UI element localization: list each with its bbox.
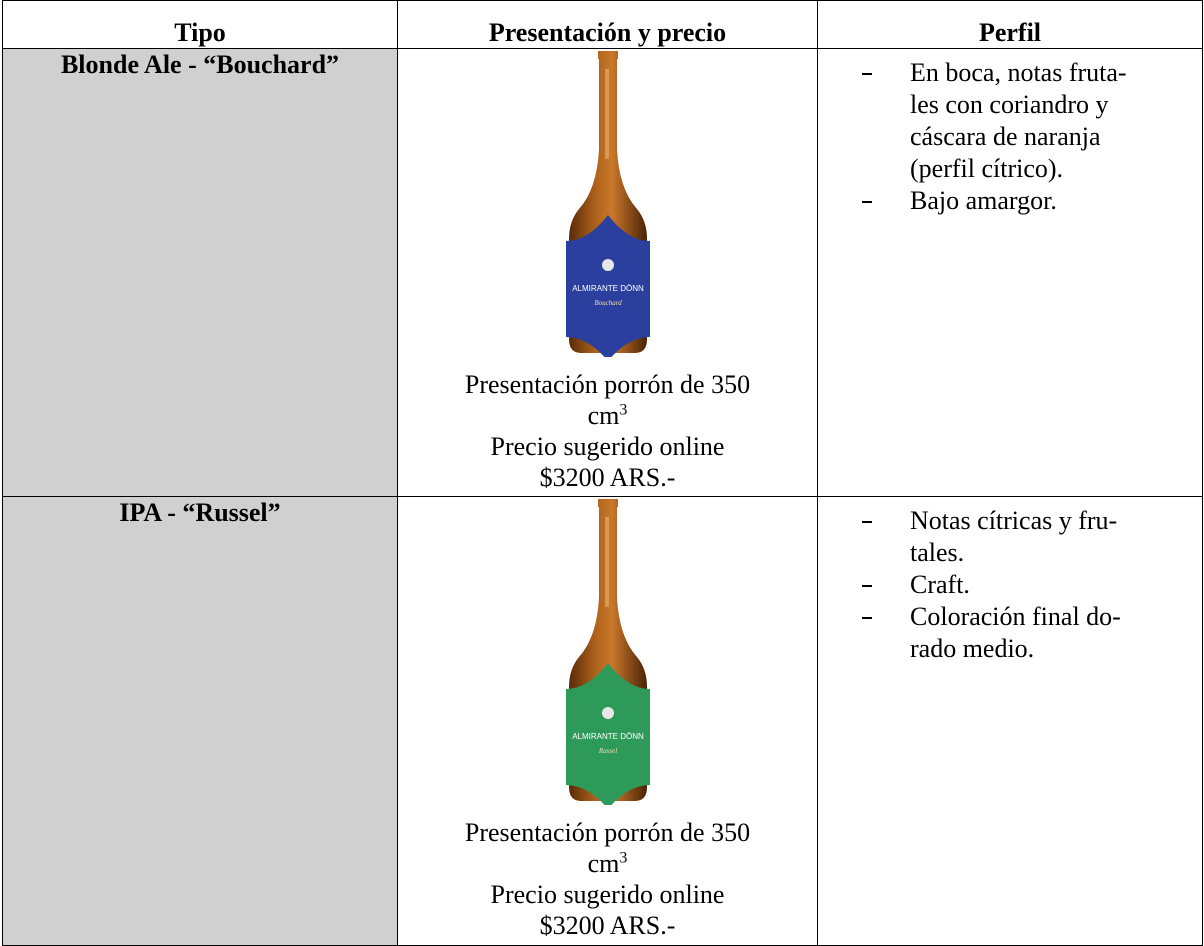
profile-item: Bajo amargor. [818,185,1202,217]
row: Blonde Ale - “Bouchard” ALMIRANTE DÖNN Bou… [2,48,1203,497]
profile-item: Notas cítricas y fru-tales. [818,505,1202,569]
unit-superscript: 3 [619,401,628,419]
unit: cm [587,401,620,430]
presentation-unit: cm3 [398,400,817,431]
bottle-label [565,663,650,805]
header-cell: Perfil [817,0,1203,49]
presentation-cell: ALMIRANTE DÖNN Russel Presentación porrón … [397,496,818,946]
label-emblem [601,707,614,719]
header-row: Tipo Presentación y precio Perfil [2,0,1203,49]
profile-line: rado medio. [910,634,1035,663]
price: $3200 ARS.- [539,911,676,940]
profile-line: Bajo amargor. [910,186,1057,215]
presentation-unit: cm3 [398,848,817,879]
profile-line: tales. [910,538,965,567]
profile-line: Craft. [910,570,970,599]
profile-line: les con coriandro y [910,90,1109,119]
profile-item: Craft. [818,569,1202,601]
profile-item: En boca, notas fruta-les con coriandro y… [818,57,1202,185]
presentation-line: Presentación porrón de 350 [464,370,751,399]
profile-line: Notas cítricas y fru- [910,506,1118,535]
profile-text: Notas cítricas y fru-tales. [910,505,1117,569]
profile-line: cáscara de naranja [910,122,1101,151]
profile-text: Craft. [910,569,970,601]
presentation-line: Precio sugerido online [490,880,725,909]
profile-line: En boca, notas fruta- [910,58,1127,87]
header-cell: Tipo [2,0,398,49]
profile-item: Coloración final do-rado medio. [818,601,1202,665]
label-name: Bouchard [594,299,622,307]
presentation-cell: ALMIRANTE DÖNN Bouchard Presentación porró… [397,48,818,497]
unit-superscript: 3 [619,849,628,867]
bottle-image: ALMIRANTE DÖNN Bouchard [565,51,650,357]
label-brand: ALMIRANTE DÖNN [572,732,644,741]
bullet-dash [862,521,872,523]
profile-text: En boca, notas fruta-les con coriandro y… [910,57,1127,185]
bullet-dash [862,585,872,587]
label-name: Russel [597,747,616,755]
profile-line: Coloración final do- [910,602,1121,631]
presentation-line: Precio sugerido online [490,432,725,461]
row: IPA - “Russel” ALMIRANTE DÖNN Russel Presen… [2,496,1203,946]
unit: cm [587,849,620,878]
header-cell: Presentación y precio [397,0,818,49]
price: $3200 ARS.- [539,463,676,492]
profile-cell: Notas cítricas y fru-tales. Craft. Colorac… [817,496,1203,946]
bottle-highlight [604,69,609,159]
bottle-image: ALMIRANTE DÖNN Russel [565,499,650,805]
type-cell: Blonde Ale - “Bouchard” [2,48,398,497]
label-brand: ALMIRANTE DÖNN [572,284,644,293]
bottle-highlight [604,517,609,607]
type-cell: IPA - “Russel” [2,496,398,946]
profile-line: (perfil cítrico). [910,154,1064,183]
bottle-label [565,215,650,357]
bullet-dash [862,201,872,203]
profile-cell: En boca, notas fruta-les con coriandro y… [817,48,1203,497]
profile-text: Coloración final do-rado medio. [910,601,1121,665]
presentation-line: Presentación porrón de 350 [464,818,751,847]
bullet-dash [862,73,872,75]
bullet-dash [862,617,872,619]
table-body: Blonde Ale - “Bouchard” ALMIRANTE DÖNN Bou… [2,48,1203,946]
label-emblem [601,259,614,271]
profile-text: Bajo amargor. [910,185,1057,217]
